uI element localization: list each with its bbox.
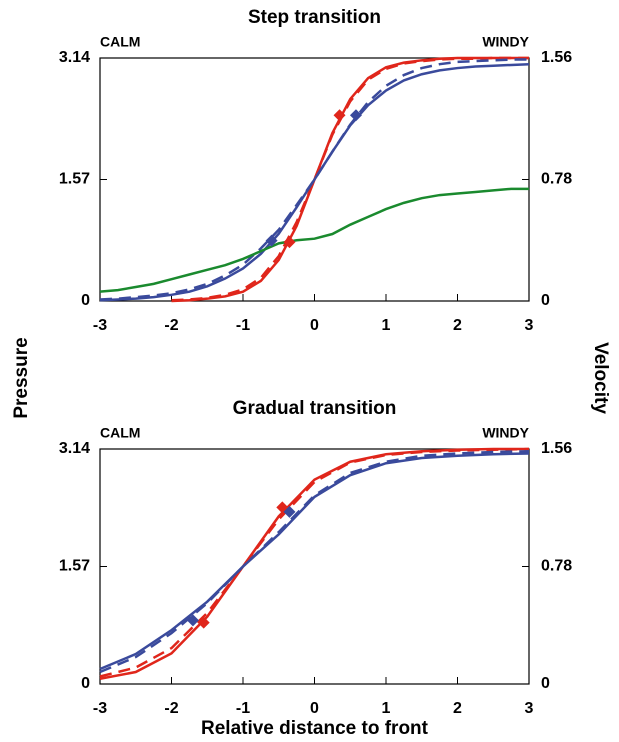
y2-tick-label: 0 xyxy=(541,292,550,309)
y-axis-label: Pressure xyxy=(11,337,32,418)
series-line xyxy=(171,56,529,302)
y-tick-label: 0 xyxy=(81,292,90,309)
x-tick-label: 1 xyxy=(382,700,391,717)
y2-tick-label: 0 xyxy=(541,675,550,692)
x-tick-label: -2 xyxy=(164,317,178,334)
series-line xyxy=(99,187,529,293)
marker xyxy=(197,616,210,629)
x-tick-label: 0 xyxy=(310,700,319,717)
marker xyxy=(283,505,296,518)
marker xyxy=(283,236,296,249)
x-tick-label: -3 xyxy=(93,700,107,717)
x-tick-label: -2 xyxy=(164,700,178,717)
marker xyxy=(186,614,199,627)
y2-tick-label: 1.56 xyxy=(541,49,572,66)
marker xyxy=(265,234,278,247)
x-tick-label: -1 xyxy=(236,700,250,717)
x-tick-label: 2 xyxy=(453,317,462,334)
marker xyxy=(333,109,346,122)
series-line xyxy=(99,447,530,678)
chart-title: Gradual transition xyxy=(233,398,397,419)
annotation: CALM xyxy=(100,425,140,441)
y2-tick-label: 0.78 xyxy=(541,171,572,188)
chart-title: Step transition xyxy=(248,7,381,28)
x-tick-label: -1 xyxy=(236,317,250,334)
x-tick-label: 1 xyxy=(382,317,391,334)
marker xyxy=(349,109,362,122)
annotation: CALM xyxy=(100,34,140,50)
annotation: WINDY xyxy=(482,34,529,50)
series-line xyxy=(99,452,530,671)
y2-tick-label: 1.56 xyxy=(541,440,572,457)
x-tick-label: 3 xyxy=(525,317,534,334)
x-axis-label: Relative distance to front xyxy=(201,718,429,739)
x-tick-label: 3 xyxy=(525,700,534,717)
y-tick-label: 3.14 xyxy=(59,440,90,457)
series-line xyxy=(99,62,530,302)
series-line xyxy=(99,450,530,674)
y-tick-label: 1.57 xyxy=(59,171,90,188)
y-tick-label: 3.14 xyxy=(59,49,90,66)
plot-frame xyxy=(99,448,530,685)
annotation: WINDY xyxy=(482,425,529,441)
y2-axis-label: Velocity xyxy=(590,342,611,414)
x-tick-label: 0 xyxy=(310,317,319,334)
y-tick-label: 1.57 xyxy=(59,558,90,575)
y-tick-label: 0 xyxy=(81,675,90,692)
x-tick-label: -3 xyxy=(93,317,107,334)
x-tick-label: 2 xyxy=(453,700,462,717)
y2-tick-label: 0.78 xyxy=(541,558,572,575)
